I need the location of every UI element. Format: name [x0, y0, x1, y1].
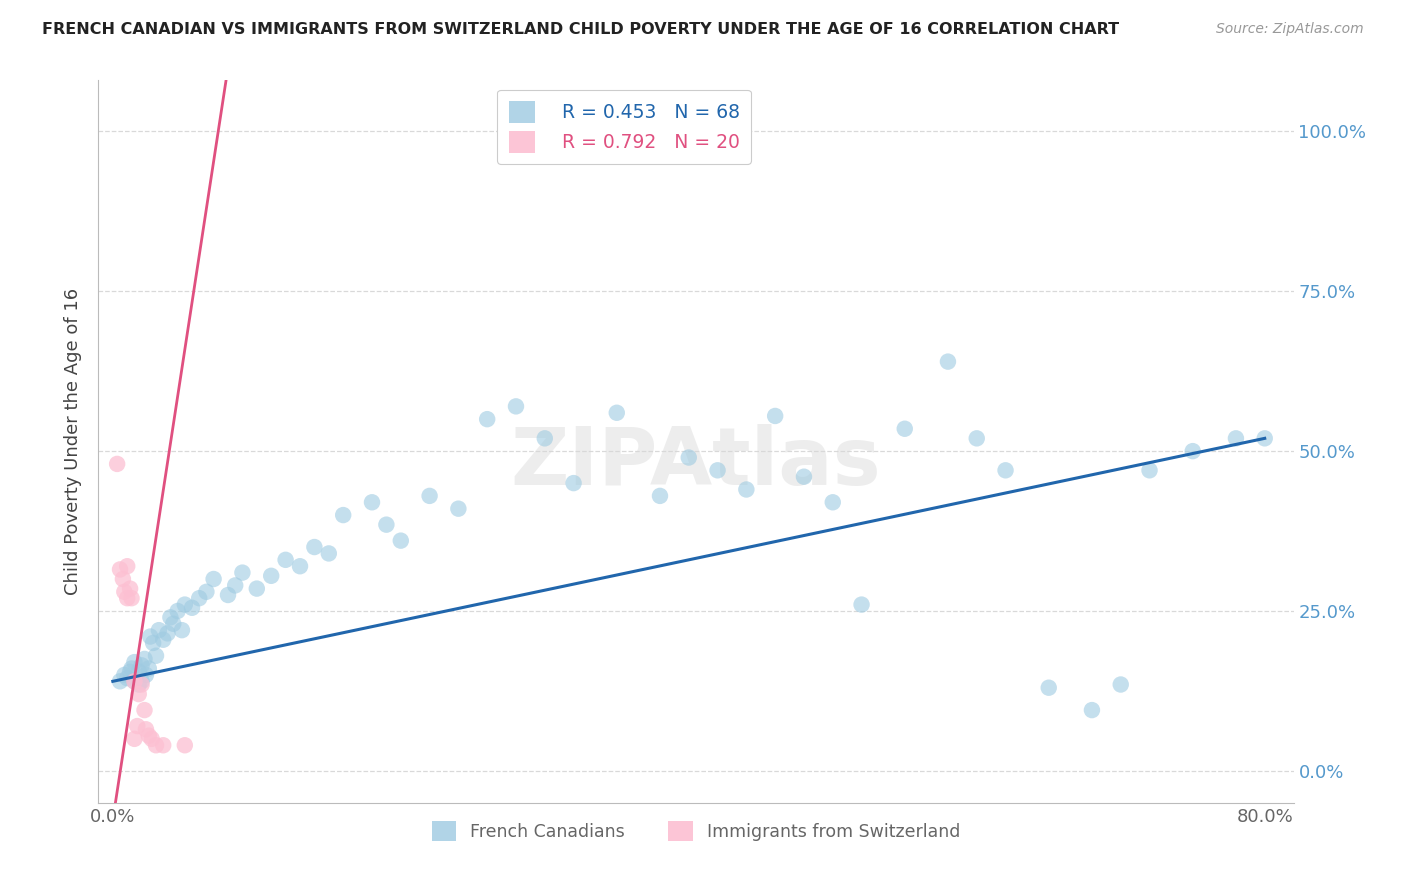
- Point: [148, 623, 170, 637]
- Point: [763, 409, 786, 423]
- Point: [389, 533, 412, 548]
- Point: [231, 566, 253, 580]
- Point: [1181, 444, 1204, 458]
- Point: [173, 738, 195, 752]
- Point: [134, 652, 156, 666]
- Point: [735, 483, 758, 497]
- Point: [128, 677, 150, 691]
- Point: [533, 431, 555, 445]
- Point: [139, 630, 162, 644]
- Point: [115, 559, 138, 574]
- Point: [1139, 463, 1161, 477]
- Point: [124, 674, 146, 689]
- Point: [678, 450, 700, 465]
- Point: [260, 569, 283, 583]
- Point: [246, 582, 269, 596]
- Point: [375, 517, 398, 532]
- Point: [112, 668, 135, 682]
- Point: [966, 431, 988, 445]
- Point: [893, 422, 915, 436]
- Point: [121, 591, 143, 606]
- Point: [202, 572, 225, 586]
- Point: [152, 632, 174, 647]
- Point: [793, 469, 815, 483]
- Point: [115, 591, 138, 606]
- Point: [138, 729, 160, 743]
- Point: [121, 661, 143, 675]
- Point: [145, 738, 167, 752]
- Point: [217, 588, 239, 602]
- Point: [134, 703, 156, 717]
- Point: [224, 578, 246, 592]
- Point: [447, 501, 470, 516]
- Point: [135, 668, 157, 682]
- Point: [821, 495, 844, 509]
- Point: [188, 591, 211, 606]
- Point: [181, 600, 204, 615]
- Point: [304, 540, 326, 554]
- Point: [115, 671, 138, 685]
- Point: [1038, 681, 1060, 695]
- Point: [111, 572, 134, 586]
- Point: [124, 674, 146, 689]
- Point: [173, 598, 195, 612]
- Point: [159, 610, 181, 624]
- Point: [131, 658, 153, 673]
- Point: [141, 731, 163, 746]
- Point: [124, 731, 146, 746]
- Point: [142, 636, 165, 650]
- Point: [505, 400, 527, 414]
- Point: [128, 687, 150, 701]
- Point: [332, 508, 354, 522]
- Point: [131, 677, 153, 691]
- Point: [108, 674, 131, 689]
- Point: [152, 738, 174, 752]
- Point: [170, 623, 193, 637]
- Point: [1254, 431, 1277, 445]
- Point: [318, 546, 340, 560]
- Point: [648, 489, 671, 503]
- Text: ZIPAtlas: ZIPAtlas: [510, 425, 882, 502]
- Point: [851, 598, 873, 612]
- Point: [936, 354, 959, 368]
- Point: [1109, 677, 1132, 691]
- Point: [1225, 431, 1247, 445]
- Point: [105, 457, 128, 471]
- Text: FRENCH CANADIAN VS IMMIGRANTS FROM SWITZERLAND CHILD POVERTY UNDER THE AGE OF 16: FRENCH CANADIAN VS IMMIGRANTS FROM SWITZ…: [42, 22, 1119, 37]
- Point: [606, 406, 628, 420]
- Y-axis label: Child Poverty Under the Age of 16: Child Poverty Under the Age of 16: [65, 288, 83, 595]
- Text: Source: ZipAtlas.com: Source: ZipAtlas.com: [1216, 22, 1364, 37]
- Point: [112, 584, 135, 599]
- Point: [145, 648, 167, 663]
- Point: [124, 655, 146, 669]
- Point: [706, 463, 728, 477]
- Point: [994, 463, 1017, 477]
- Point: [195, 584, 218, 599]
- Point: [135, 723, 157, 737]
- Point: [419, 489, 441, 503]
- Point: [288, 559, 311, 574]
- Point: [120, 582, 142, 596]
- Point: [156, 626, 179, 640]
- Point: [361, 495, 384, 509]
- Legend: French Canadians, Immigrants from Switzerland: French Canadians, Immigrants from Switze…: [425, 814, 967, 848]
- Point: [1081, 703, 1104, 717]
- Point: [562, 476, 585, 491]
- Point: [127, 719, 149, 733]
- Point: [166, 604, 188, 618]
- Point: [138, 661, 160, 675]
- Point: [274, 553, 297, 567]
- Point: [120, 665, 142, 679]
- Point: [128, 665, 150, 679]
- Point: [477, 412, 499, 426]
- Point: [108, 562, 131, 576]
- Point: [162, 616, 184, 631]
- Point: [131, 674, 153, 689]
